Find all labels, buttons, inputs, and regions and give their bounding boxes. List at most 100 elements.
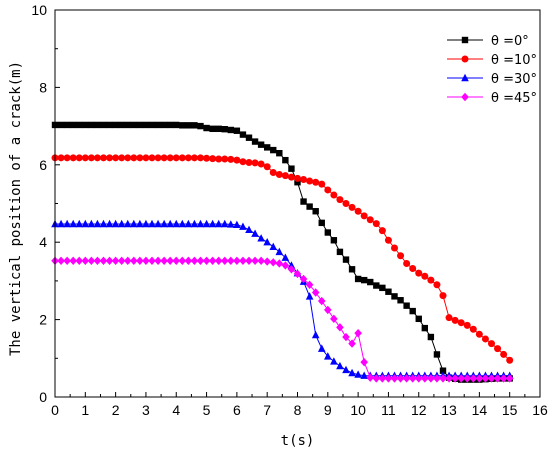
- data-point: [215, 155, 223, 163]
- data-point: [197, 122, 204, 130]
- data-point: [445, 374, 453, 383]
- legend-label: θ =30°: [491, 72, 537, 87]
- data-point: [93, 256, 102, 265]
- data-point: [281, 261, 290, 270]
- data-point: [142, 256, 150, 265]
- series-1: [51, 154, 514, 364]
- series-3: [51, 256, 514, 383]
- data-point: [409, 265, 417, 273]
- data-point: [136, 219, 144, 228]
- data-point: [160, 219, 168, 228]
- data-point: [287, 173, 295, 181]
- data-point: [397, 297, 404, 304]
- data-point: [209, 155, 217, 163]
- data-point: [245, 134, 253, 141]
- x-tick-label: 13: [441, 402, 457, 418]
- data-point: [239, 131, 247, 138]
- data-point: [433, 281, 441, 289]
- data-point: [275, 170, 283, 178]
- plot-frame: [54, 9, 541, 398]
- data-point: [221, 155, 229, 163]
- data-point: [414, 374, 423, 383]
- data-point: [391, 293, 398, 300]
- data-point: [75, 154, 83, 162]
- data-point: [336, 361, 344, 370]
- y-tick-label: 2: [39, 312, 47, 328]
- data-point: [154, 121, 162, 129]
- data-point: [190, 256, 199, 265]
- data-point: [257, 160, 265, 168]
- data-point: [154, 219, 162, 228]
- data-point: [318, 219, 325, 227]
- data-point: [148, 219, 156, 228]
- data-point: [203, 154, 211, 162]
- data-point: [112, 121, 119, 129]
- data-point: [324, 305, 332, 315]
- x-tick-label: 2: [112, 402, 120, 418]
- data-point: [318, 180, 326, 188]
- data-point: [433, 351, 441, 358]
- data-point: [209, 125, 216, 133]
- data-point: [160, 154, 168, 162]
- data-point: [142, 154, 150, 162]
- data-point: [87, 219, 96, 228]
- data-point: [294, 179, 301, 186]
- data-point: [360, 357, 368, 367]
- data-point: [287, 265, 296, 274]
- data-point: [197, 154, 204, 162]
- data-point: [409, 307, 416, 315]
- data-point: [391, 244, 398, 252]
- data-point: [81, 256, 90, 265]
- data-point: [336, 323, 344, 332]
- legend-marker: [461, 73, 469, 82]
- data-point: [378, 374, 387, 383]
- data-point: [324, 229, 332, 236]
- data-point: [481, 374, 490, 383]
- data-point: [433, 374, 441, 383]
- data-point: [367, 278, 374, 286]
- data-point: [348, 203, 356, 211]
- data-point: [93, 154, 101, 162]
- data-point: [282, 156, 289, 164]
- data-point: [100, 121, 107, 129]
- legend-item: θ =0°: [447, 34, 529, 49]
- x-tick-label: 4: [172, 402, 180, 418]
- data-point: [330, 357, 338, 365]
- y-tick-label: 4: [39, 234, 47, 250]
- data-point: [220, 256, 229, 265]
- data-point: [142, 121, 150, 129]
- data-point: [311, 330, 320, 339]
- data-point: [270, 146, 277, 154]
- data-point: [311, 288, 320, 297]
- data-point: [99, 256, 108, 265]
- axis-ticks: [54, 9, 541, 398]
- data-point: [118, 121, 125, 129]
- data-point: [196, 219, 205, 228]
- data-point: [191, 122, 198, 129]
- data-point: [439, 374, 447, 383]
- data-point: [276, 149, 283, 157]
- data-point: [124, 121, 131, 129]
- data-point: [185, 122, 192, 129]
- data-point: [208, 219, 217, 228]
- data-point: [190, 219, 199, 228]
- data-point: [105, 219, 114, 228]
- data-point: [312, 178, 320, 186]
- data-point: [354, 275, 362, 283]
- data-point: [457, 319, 465, 327]
- data-point: [269, 169, 277, 177]
- data-point: [348, 368, 356, 377]
- data-point: [317, 344, 326, 352]
- data-point: [130, 256, 138, 265]
- data-point: [251, 159, 259, 167]
- data-point: [505, 374, 514, 383]
- data-point: [202, 256, 211, 265]
- data-point: [463, 374, 472, 383]
- data-point: [118, 154, 126, 162]
- data-point: [475, 374, 484, 383]
- data-point: [408, 374, 417, 383]
- data-point: [390, 374, 399, 383]
- data-point: [166, 121, 174, 129]
- data-point: [160, 121, 168, 129]
- data-point: [299, 274, 308, 284]
